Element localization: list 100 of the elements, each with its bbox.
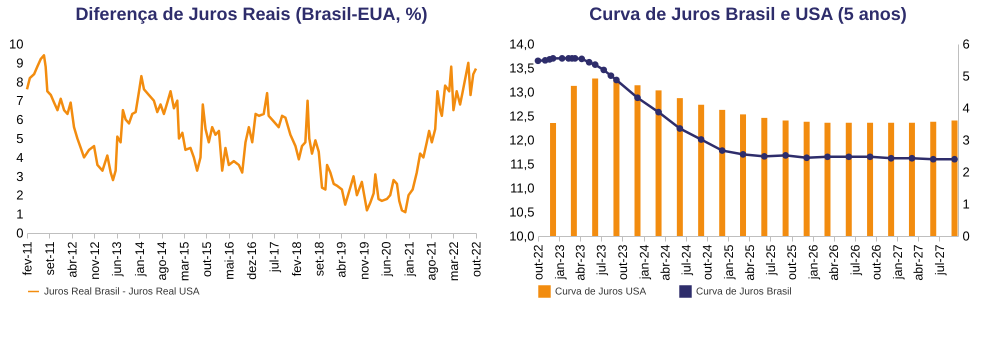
point (866, 153, 874, 160)
bar (634, 85, 641, 236)
bar (930, 122, 936, 236)
y-tick-label: 13,5 (509, 60, 534, 76)
x-tick-label: out-15 (200, 241, 214, 277)
bar (782, 120, 789, 236)
bar (676, 98, 683, 236)
point (534, 57, 542, 64)
bar (656, 90, 662, 236)
y-tick-label: 2 (16, 188, 24, 203)
x-tick-label: abr-27 (912, 244, 926, 281)
y-tick-label: 9 (16, 55, 24, 70)
x-tick-label: fev-18 (290, 241, 304, 276)
bar (908, 122, 915, 236)
x-tick-label: jul-17 (267, 241, 282, 274)
x-tick-label: jan-27 (890, 244, 905, 280)
bar (740, 114, 746, 236)
x-tick-label: ago-14 (155, 241, 170, 280)
x-tick-label: jan-24 (637, 244, 652, 280)
x-tick-label: out-24 (700, 244, 715, 280)
bar (761, 118, 768, 236)
y-tick-label: 7 (16, 93, 24, 108)
x-tick-label: mar-15 (177, 241, 192, 282)
chart-title: Diferença de Juros Reais (Brasil-EUA, %) (75, 4, 428, 24)
point (782, 152, 789, 159)
bar (698, 104, 704, 236)
y-tick-label: 12,5 (509, 108, 534, 124)
y-tick-label: 4 (16, 150, 24, 165)
bar (592, 78, 598, 236)
bar (952, 120, 958, 236)
point (634, 94, 641, 102)
x-tick-label: fev-11 (20, 241, 34, 276)
point (592, 61, 599, 68)
y2-tick-label: 2 (962, 164, 970, 180)
bar (846, 122, 852, 236)
x-tick-label: abr-19 (334, 241, 349, 278)
y-tick-label: 5 (16, 131, 24, 146)
legend-label: Juros Real Brasil - Juros Real USA (44, 286, 200, 298)
point (718, 147, 726, 154)
x-tick-label: mar-22 (446, 241, 461, 282)
point (613, 76, 620, 84)
x-tick-label: out-22 (470, 241, 484, 277)
x-tick-label: abr-25 (742, 244, 757, 281)
x-tick-label: out-23 (616, 244, 630, 280)
point (586, 58, 592, 66)
bar (570, 86, 577, 236)
x-tick-label: jun-20 (380, 241, 394, 278)
y2-tick-label: 6 (962, 36, 970, 52)
y2-tick-label: 4 (962, 100, 970, 116)
point (558, 55, 566, 62)
y-tick-label: 10,5 (509, 204, 534, 220)
bar (550, 123, 556, 236)
y-tick-label: 3 (16, 168, 24, 184)
legend-label: Curva de Juros Brasil (696, 286, 792, 298)
y-tick-label: 10,0 (509, 228, 534, 244)
x-tick-label: jul-25 (764, 244, 778, 276)
y-tick-label: 11,0 (510, 180, 534, 196)
x-tick-label: abr-23 (574, 244, 588, 281)
point (951, 156, 958, 163)
point (930, 156, 937, 163)
x-tick-label: jan-23 (552, 244, 567, 280)
x-tick-label: jul-26 (848, 244, 862, 276)
y2-tick-label: 3 (962, 132, 970, 148)
x-tick-label: abr-12 (65, 241, 80, 278)
x-tick-label: jan-26 (806, 244, 820, 280)
x-tick-label: mai-16 (222, 241, 236, 280)
y-tick-label: 13,0 (509, 84, 534, 100)
line-series (26, 54, 478, 214)
x-tick-label: out-22 (532, 244, 546, 280)
point (740, 151, 746, 158)
x-tick-label: abr-26 (827, 244, 842, 281)
y-tick-label: 6 (16, 112, 24, 128)
x-tick-label: out-25 (785, 244, 800, 280)
point (600, 66, 608, 74)
y2-tick-label: 1 (962, 196, 970, 212)
bar (867, 122, 874, 236)
point (760, 152, 768, 160)
x-tick-label: jul-27 (932, 244, 947, 276)
x-tick-label: jul-23 (594, 244, 609, 276)
point (676, 125, 684, 132)
x-tick-label: jan-21 (402, 241, 416, 278)
x-tick-label: jan-25 (722, 244, 736, 280)
y-tick-label: 10 (9, 36, 24, 52)
y-tick-label: 12,0 (509, 132, 534, 148)
point (550, 55, 556, 62)
x-tick-label: jul-24 (679, 244, 694, 276)
bar (888, 122, 894, 236)
bar (824, 122, 830, 236)
bar (719, 110, 726, 236)
x-tick-label: jan-14 (132, 241, 147, 278)
point (803, 154, 810, 162)
x-tick-label: nov-19 (357, 241, 372, 280)
bar (613, 79, 620, 236)
bar (804, 122, 810, 236)
x-tick-label: jun-13 (110, 241, 124, 278)
x-tick-label: nov-12 (88, 241, 102, 280)
point (698, 136, 704, 143)
x-tick-label: dez-16 (245, 241, 259, 280)
y-tick-label: 11,5 (510, 156, 534, 172)
y-tick-label: 14,0 (509, 36, 534, 52)
